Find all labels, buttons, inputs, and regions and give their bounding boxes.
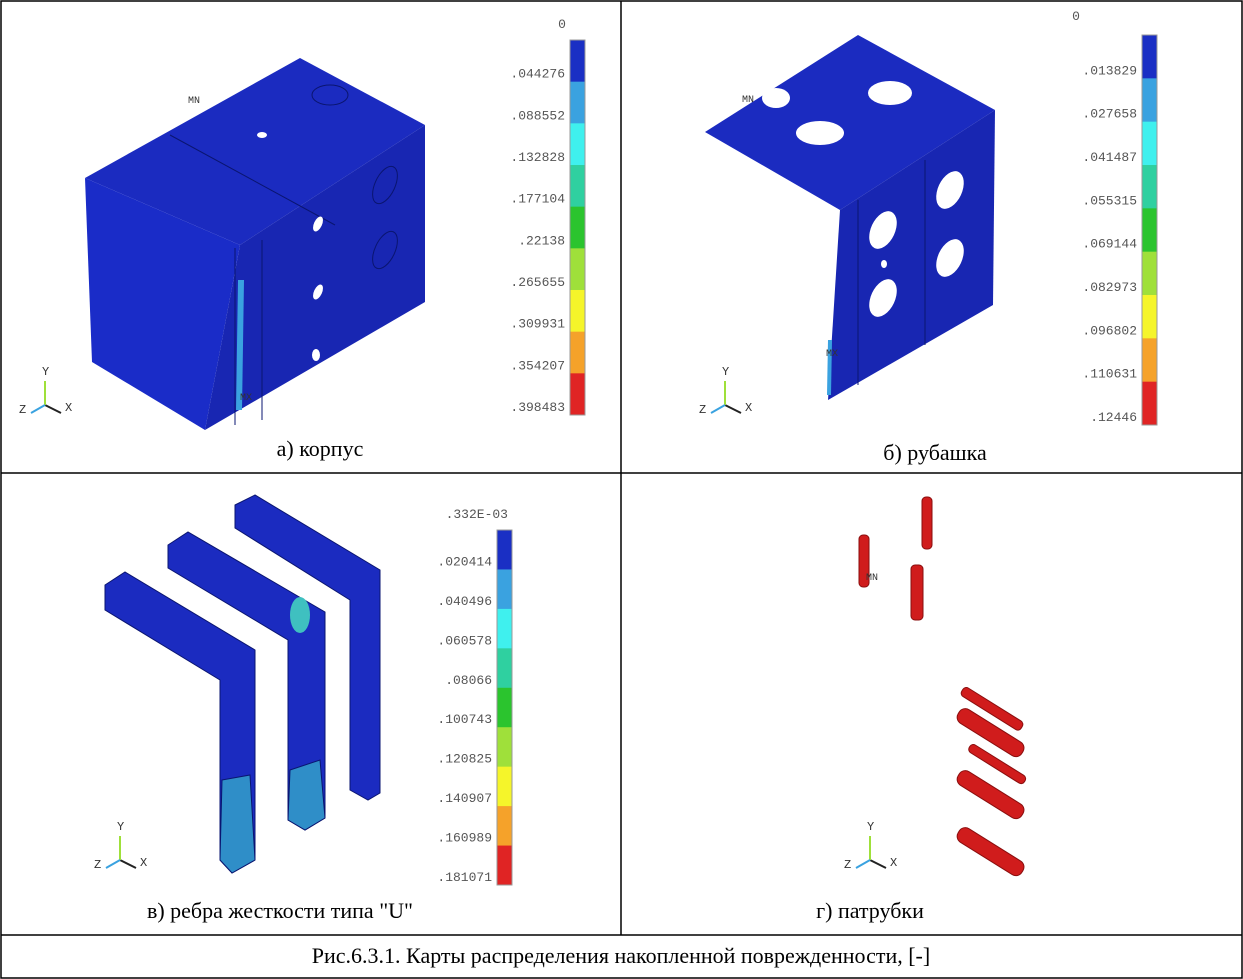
legend-swatch (570, 123, 585, 165)
legend-label: .013829 (1082, 63, 1137, 78)
legend-label: .140907 (437, 791, 492, 806)
extremum-mark: MN (188, 96, 200, 107)
axis-y-label: Y (117, 820, 124, 834)
legend-label: .354207 (510, 358, 565, 373)
legend-label: .120825 (437, 752, 492, 767)
extremum-mark: MN (866, 573, 878, 584)
model-jacket (705, 35, 995, 400)
legend-label: .110631 (1082, 367, 1137, 382)
legend-label: .060578 (437, 633, 492, 648)
legend-swatch (570, 165, 585, 207)
legend-label: .041487 (1082, 150, 1137, 165)
legend-swatch (497, 530, 512, 570)
legend-swatch (497, 767, 512, 807)
legend-label: .265655 (510, 275, 565, 290)
legend-top-label: 0 (558, 17, 566, 32)
axis-x-label: X (140, 856, 147, 870)
legend-label: .177104 (510, 192, 565, 207)
legend-swatch (497, 609, 512, 649)
axis-x-label: X (745, 401, 752, 415)
legend-label: .398483 (510, 400, 565, 415)
legend-swatch (497, 569, 512, 609)
legend-label: .160989 (437, 831, 492, 846)
legend-swatch (497, 688, 512, 728)
legend-label: .100743 (437, 712, 492, 727)
panel-caption: в) ребра жесткости типа "U" (147, 898, 413, 923)
axis-z (711, 405, 725, 413)
legend-swatch (1142, 382, 1157, 426)
legend-label: .181071 (437, 870, 492, 885)
legend-swatch (1142, 122, 1157, 166)
legend-swatch (570, 207, 585, 249)
legend-label: .082973 (1082, 280, 1137, 295)
axis-z-label: Z (699, 403, 706, 417)
axis-z (31, 405, 45, 413)
legend-swatch (570, 373, 585, 415)
legend-swatch (497, 727, 512, 767)
axis-z (106, 860, 120, 868)
legend-swatch (497, 806, 512, 846)
legend-swatch (1142, 35, 1157, 79)
legend-swatch (1142, 165, 1157, 209)
axis-x (120, 860, 136, 868)
axis-z-label: Z (94, 858, 101, 872)
extremum-mark: MN (742, 95, 754, 106)
legend-label: .132828 (510, 150, 565, 165)
legend-swatch (1142, 208, 1157, 252)
legend-swatch (1142, 252, 1157, 296)
legend-label: .040496 (437, 594, 492, 609)
legend-label: .027658 (1082, 107, 1137, 122)
axis-y-label: Y (867, 820, 874, 834)
legend-swatch (570, 82, 585, 124)
axis-x-label: X (890, 856, 897, 870)
legend-swatch (497, 846, 512, 886)
legend-label: .22138 (518, 233, 565, 248)
legend-label: .08066 (445, 673, 492, 688)
axis-x (45, 405, 61, 413)
legend-label: .020414 (437, 554, 492, 569)
model-nozzles (859, 497, 1027, 878)
axis-z-label: Z (844, 858, 851, 872)
legend-swatch (1142, 78, 1157, 122)
axis-z (856, 860, 870, 868)
legend-swatch (1142, 338, 1157, 382)
legend-label: .12446 (1090, 410, 1137, 425)
axis-z-label: Z (19, 403, 26, 417)
legend-label: .044276 (510, 67, 565, 82)
axis-y-label: Y (722, 365, 729, 379)
legend-swatch (570, 332, 585, 374)
legend-label: .096802 (1082, 323, 1137, 338)
legend-top-label: 0 (1072, 9, 1080, 24)
legend-label: .055315 (1082, 193, 1137, 208)
panel-caption: г) патрубки (816, 898, 924, 923)
model-ribs (105, 495, 380, 873)
panel-caption: б) рубашка (883, 440, 987, 465)
panel-caption: а) корпус (277, 436, 364, 461)
extremum-mark: MX (240, 393, 252, 404)
legend-swatch (570, 248, 585, 290)
legend-label: .088552 (510, 108, 565, 123)
model-housing (85, 58, 425, 430)
axis-y-label: Y (42, 365, 49, 379)
legend-label: .069144 (1082, 237, 1137, 252)
axis-x (870, 860, 886, 868)
legend-swatch (497, 648, 512, 688)
figure-caption: Рис.6.3.1. Карты распределения накопленн… (312, 943, 930, 968)
figure: а) корпус 0 .044276 .088552 .132828 .177104 .2… (0, 0, 1243, 979)
extremum-mark: MX (826, 349, 838, 360)
axis-x (725, 405, 741, 413)
axis-x-label: X (65, 401, 72, 415)
legend-top-label: .332E-03 (446, 507, 508, 522)
legend-swatch (570, 40, 585, 82)
legend-label: .309931 (510, 317, 565, 332)
legend-swatch (570, 290, 585, 332)
legend-swatch (1142, 295, 1157, 339)
